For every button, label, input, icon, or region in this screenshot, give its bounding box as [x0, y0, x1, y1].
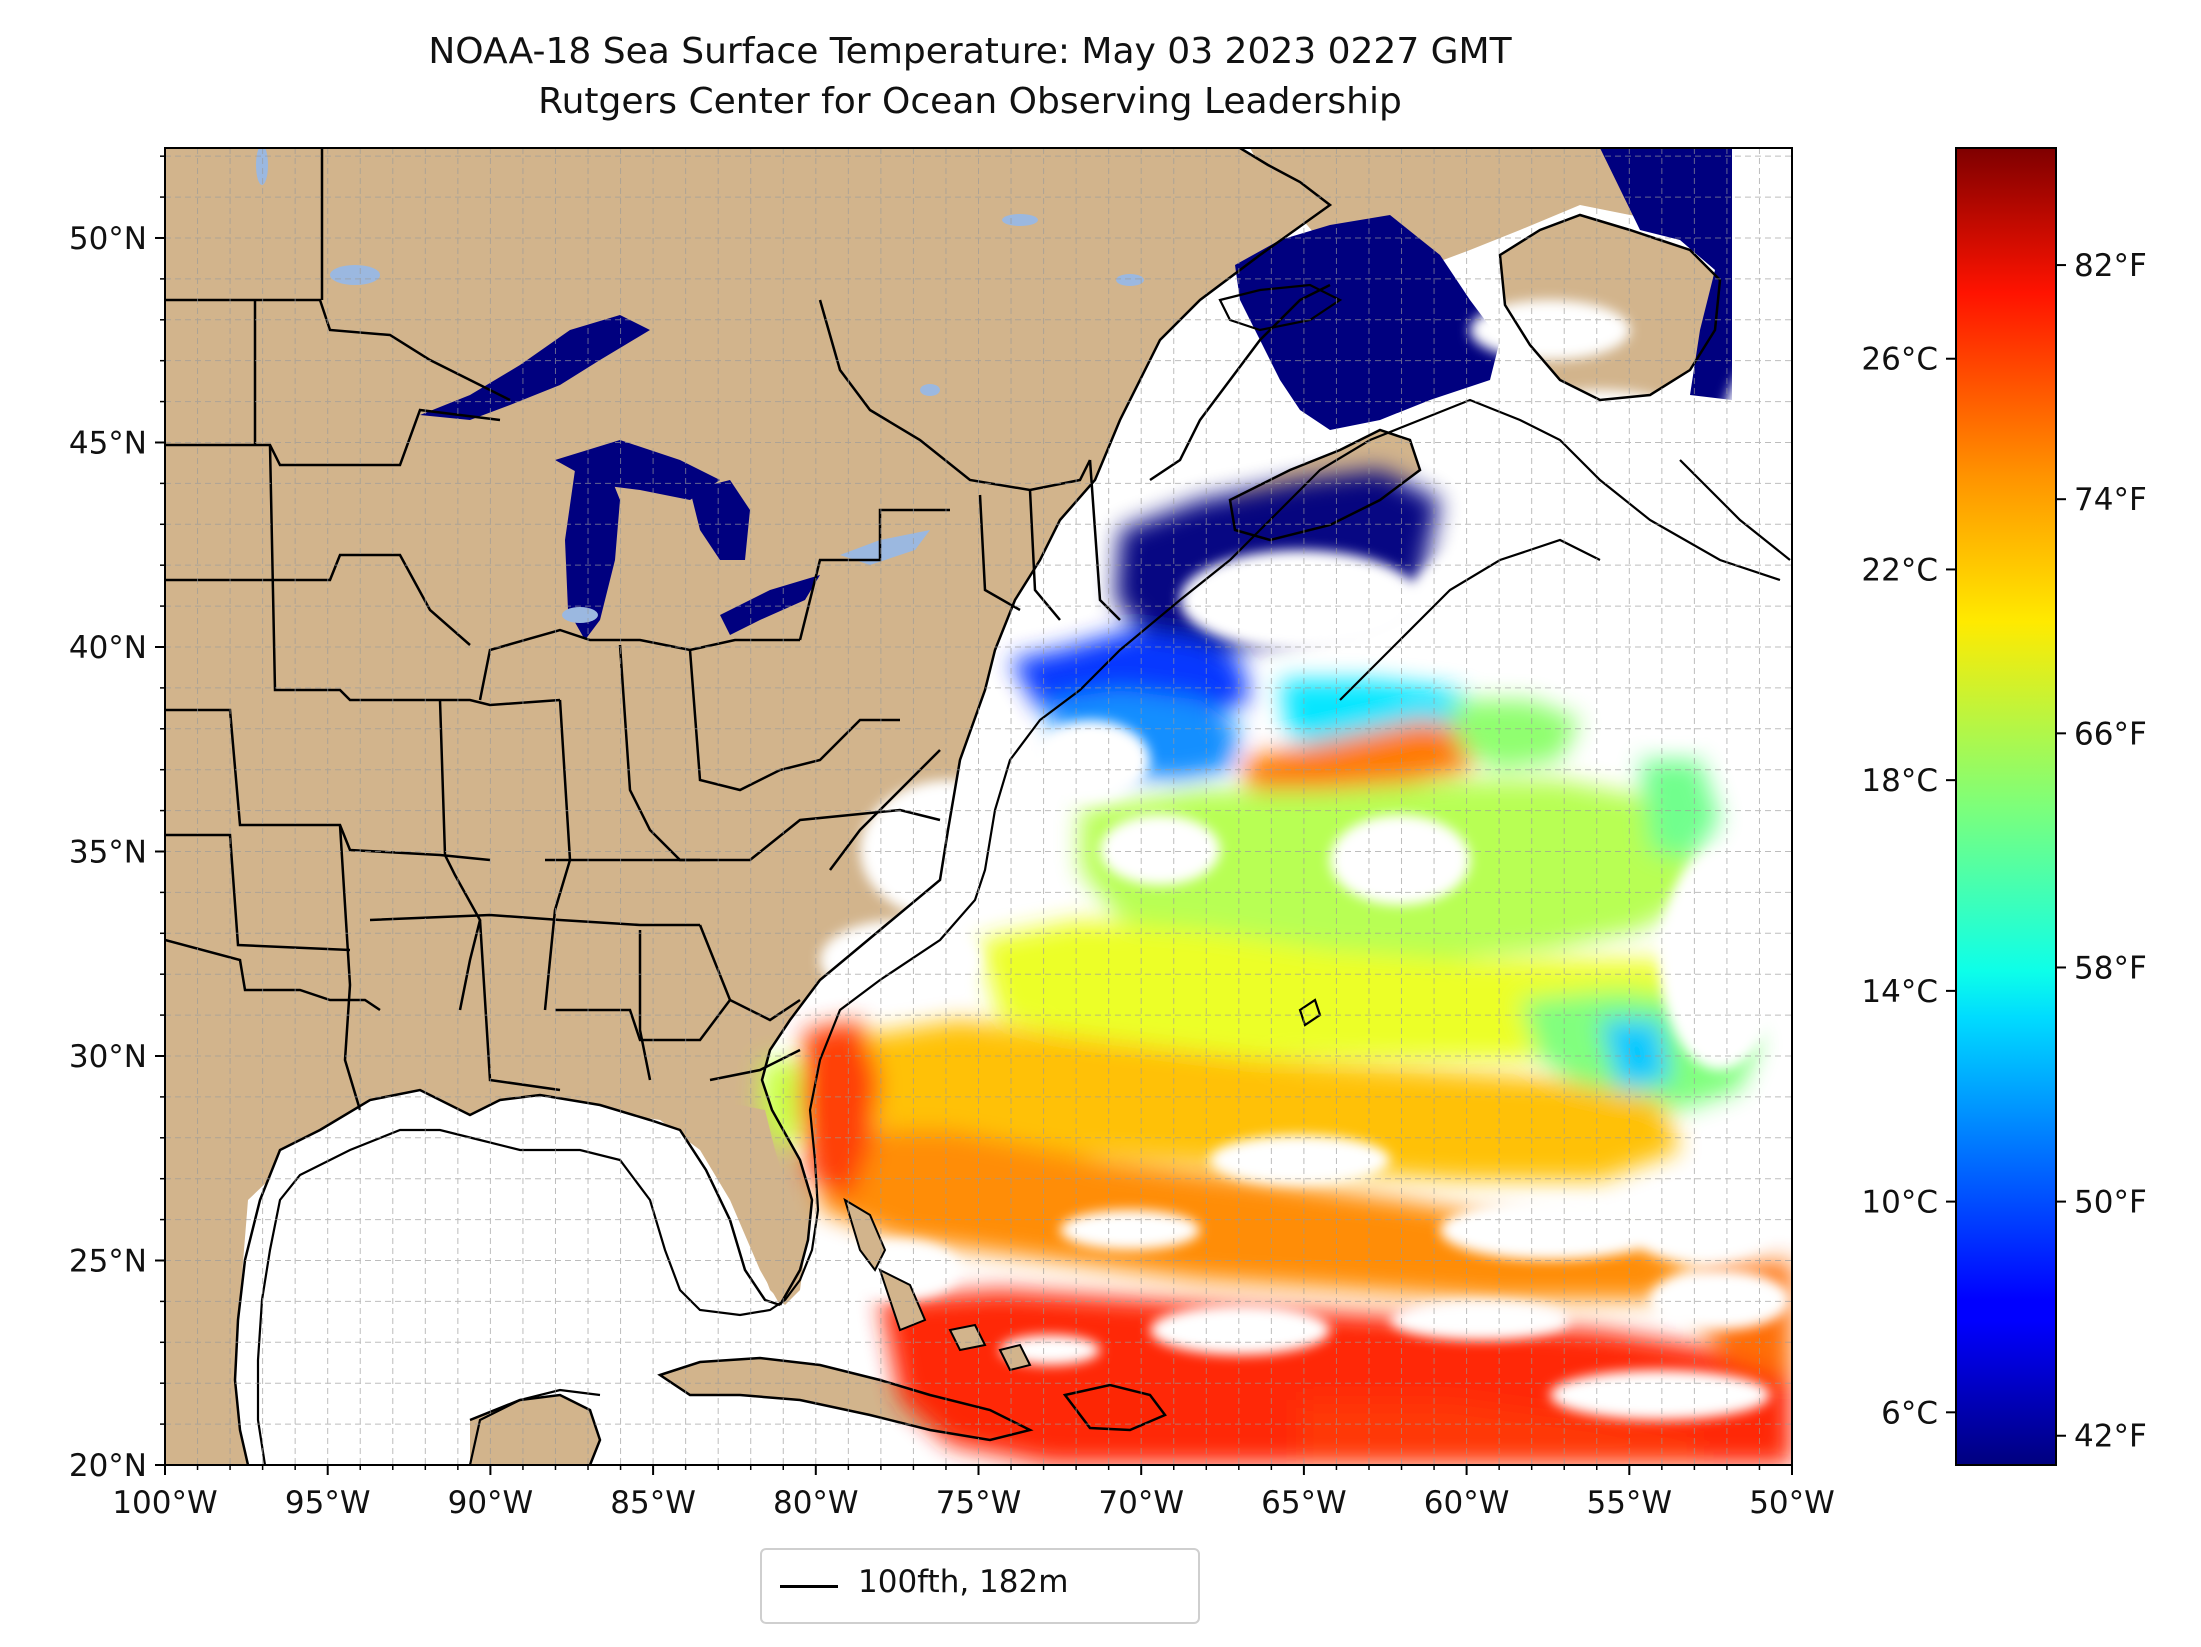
lat-tick-label: 25°N	[69, 1243, 147, 1279]
colorbar-fahrenheit-label: 66°F	[2074, 716, 2147, 752]
labrador-sea-sst	[1600, 148, 1732, 400]
cloud-mask	[820, 300, 1792, 1420]
inland-lakes	[256, 148, 1144, 623]
colorbar	[1955, 147, 2057, 1466]
lat-tick-label: 20°N	[69, 1448, 147, 1484]
colorbar-fahrenheit-label: 58°F	[2074, 950, 2147, 986]
gulf-of-mexico	[240, 1100, 780, 1465]
colorbar-celsius-label: 10°C	[1861, 1185, 1938, 1221]
lat-tick-label: 45°N	[69, 425, 147, 461]
florida-land	[700, 1105, 805, 1305]
lat-tick-label: 50°N	[69, 221, 147, 257]
colorbar-fahrenheit-label: 50°F	[2074, 1185, 2147, 1221]
colorbar-celsius-label: 22°C	[1861, 552, 1938, 588]
legend-label: 100fth, 182m	[858, 1564, 1069, 1600]
colorbar-fahrenheit-label: 74°F	[2074, 482, 2147, 518]
isobath-legend: 100fth, 182m	[760, 1548, 1200, 1624]
map-gridlines	[165, 148, 1792, 1465]
colorbar-celsius-label: 18°C	[1861, 763, 1938, 799]
lon-tick-label: 70°W	[1098, 1485, 1184, 1521]
colorbar-celsius-label: 14°C	[1861, 974, 1938, 1010]
lon-tick-label: 80°W	[773, 1485, 859, 1521]
isobath-100fth	[256, 283, 1791, 1465]
colorbar-fahrenheit-label: 42°F	[2074, 1419, 2147, 1455]
political-borders	[165, 148, 1331, 1111]
map-content	[165, 148, 1792, 1465]
lon-tick-label: 65°W	[1261, 1485, 1347, 1521]
colorbar-fahrenheit-axis: 42°F 50°F 58°F 66°F 74°F 82°F	[2056, 248, 2147, 1455]
longitude-axis: 100°W 95°W 90°W 85°W 80°W 75°W 70°W 65°W 60°W 55°…	[112, 1465, 1835, 1521]
colorbar-celsius-label: 6°C	[1881, 1395, 1938, 1431]
lon-tick-label: 100°W	[112, 1485, 217, 1521]
lon-tick-label: 85°W	[610, 1485, 696, 1521]
lon-tick-label: 55°W	[1586, 1485, 1672, 1521]
colorbar-fahrenheit-label: 82°F	[2074, 248, 2147, 284]
yucatan-land	[470, 1395, 600, 1465]
lon-tick-label: 75°W	[936, 1485, 1022, 1521]
map-title: NOAA-18 Sea Surface Temperature: May 03 …	[428, 31, 1512, 72]
lat-tick-label: 35°N	[69, 834, 147, 870]
lat-tick-label: 40°N	[69, 630, 147, 666]
great-lakes	[420, 315, 930, 640]
lon-tick-label: 90°W	[448, 1485, 534, 1521]
lon-tick-label: 95°W	[285, 1485, 371, 1521]
legend-line-swatch	[780, 1585, 838, 1588]
colorbar-celsius-label: 26°C	[1861, 342, 1938, 378]
lon-tick-label: 60°W	[1424, 1485, 1510, 1521]
lat-tick-label: 30°N	[69, 1039, 147, 1075]
north-america-land	[165, 148, 1330, 1465]
coastlines	[233, 148, 1722, 1465]
lon-tick-label: 50°W	[1749, 1485, 1835, 1521]
bahamas-islands	[843, 1197, 1032, 1372]
map-subtitle: Rutgers Center for Ocean Observing Leade…	[538, 81, 1402, 122]
colorbar-celsius-axis: 6°C 10°C 14°C 18°C 22°C 26°C	[1861, 342, 1956, 1431]
latitude-axis: 20°N 25°N 30°N 35°N 40°N 45°N 50°N	[69, 155, 165, 1484]
